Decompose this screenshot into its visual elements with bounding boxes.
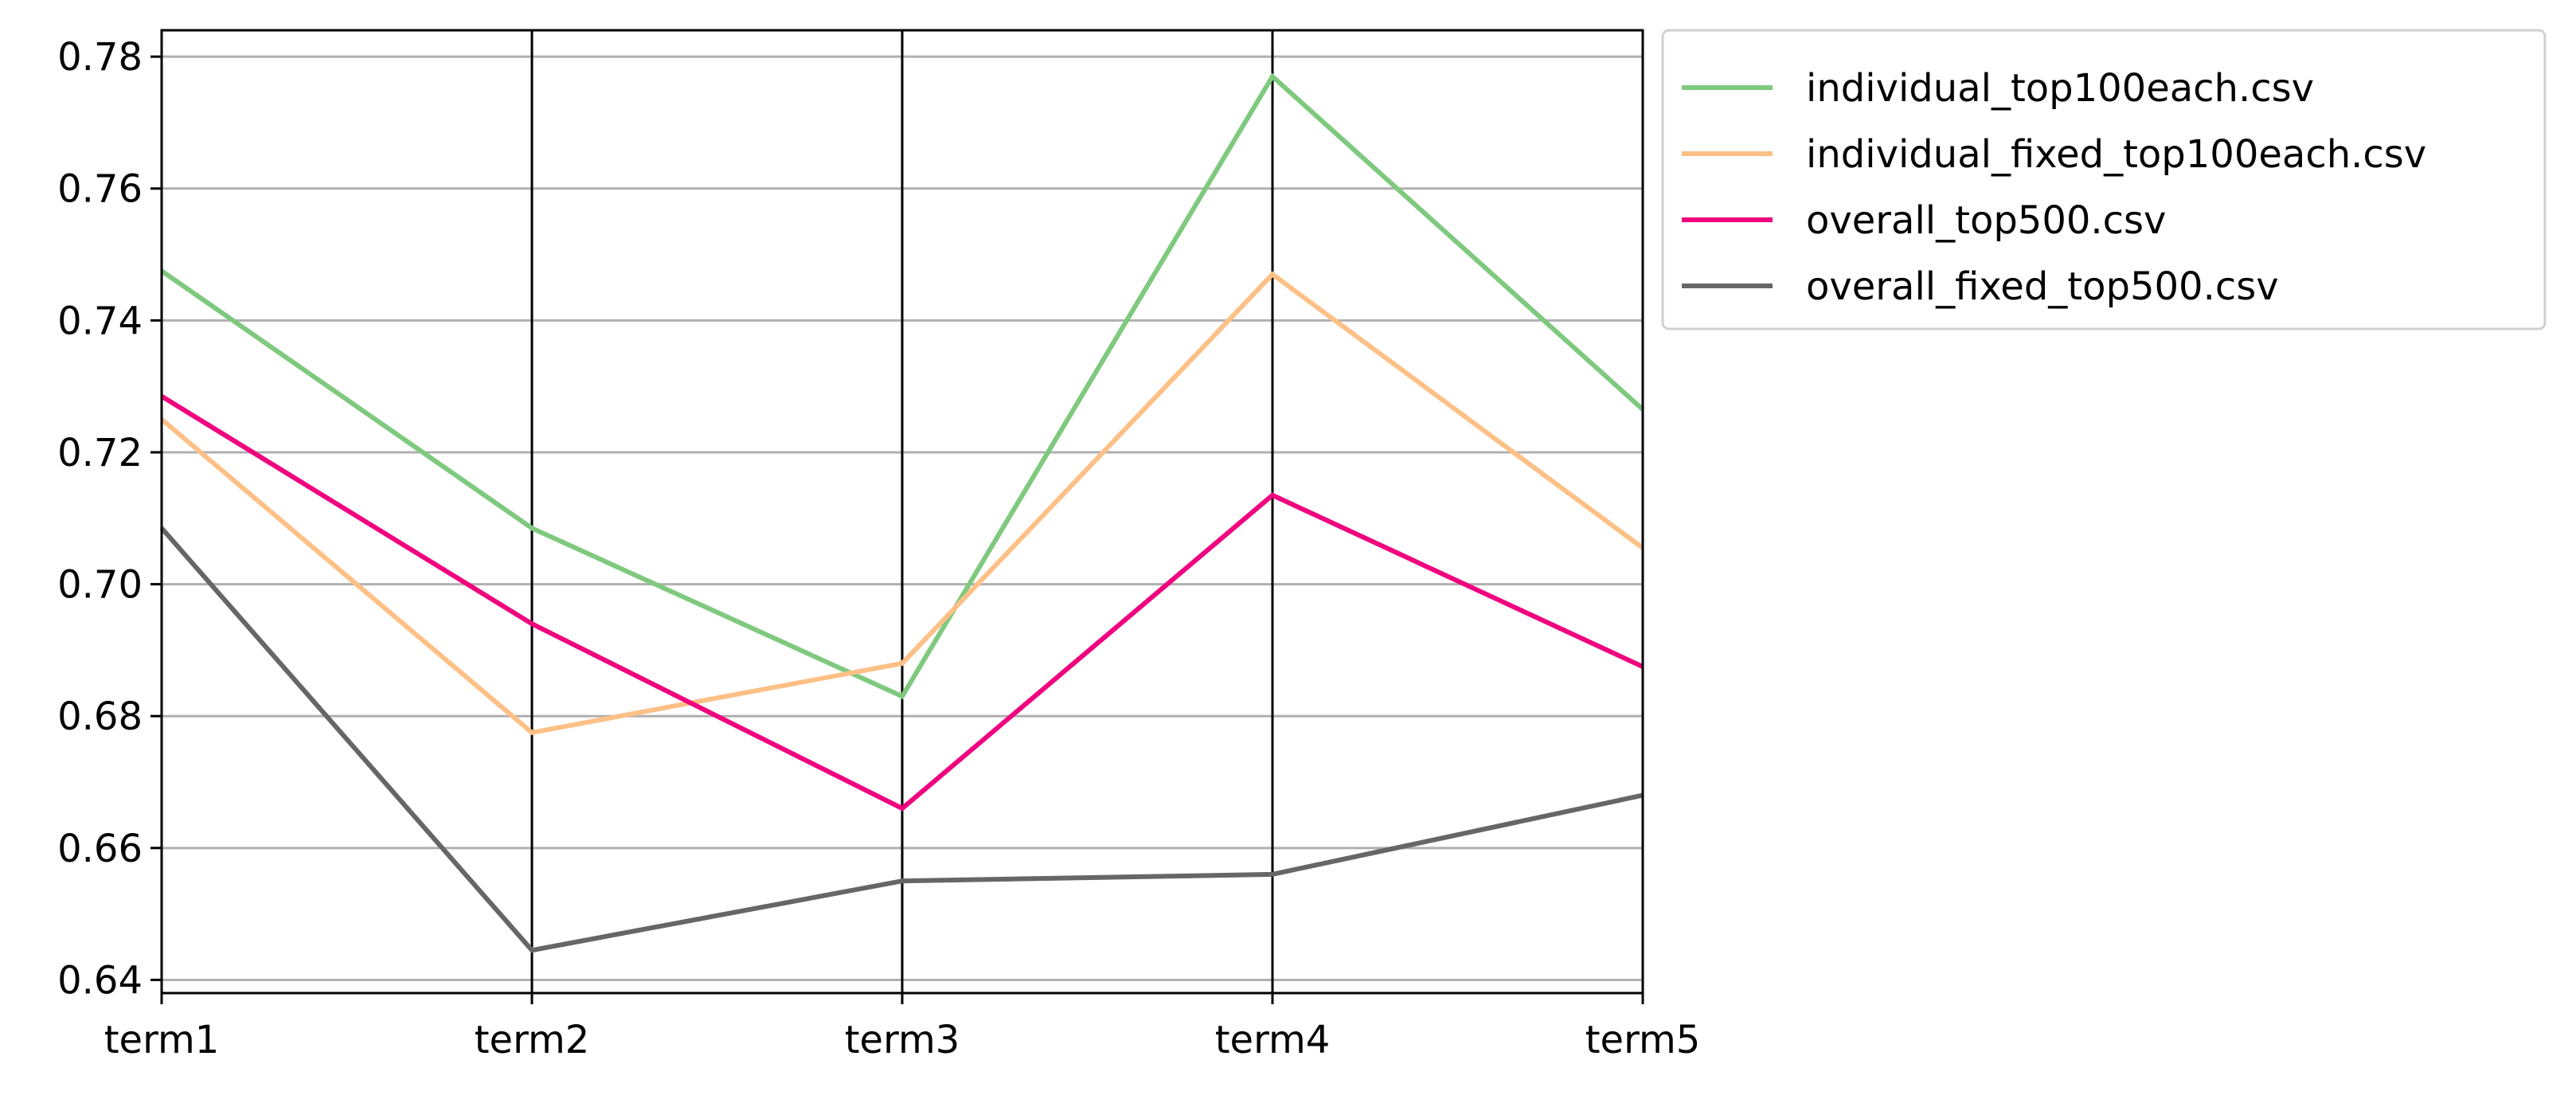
legend-label: overall_top500.csv: [1806, 198, 2166, 243]
x-tick-label: term5: [1585, 1018, 1701, 1062]
series-line-3: [160, 394, 1644, 812]
x-tick-label: term2: [475, 1018, 590, 1062]
y-tick-label: 0.78: [57, 35, 143, 80]
x-tick-label: term1: [104, 1018, 220, 1062]
x-axis-ticks: term1 term2 term3 term4 term5: [104, 993, 1701, 1062]
y-tick-label: 0.74: [57, 299, 143, 343]
y-tick-label: 0.64: [57, 958, 143, 1003]
y-tick-label: 0.68: [57, 694, 143, 739]
series-line-1: [160, 72, 1645, 700]
y-axis-ticks: 0.64 0.66 0.68 0.70 0.72 0.74 0.76 0.78: [57, 35, 162, 1003]
y-tick-label: 0.72: [57, 431, 143, 475]
series-lines: [159, 72, 1645, 953]
series-line-4: [159, 526, 1644, 953]
y-tick-label: 0.76: [57, 167, 143, 212]
y-tick-label: 0.66: [57, 827, 143, 871]
legend-label: individual_fixed_top100each.csv: [1806, 132, 2426, 177]
legend-box: [1661, 29, 2547, 330]
legend: individual_top100each.csv individual_fixe…: [1661, 29, 2547, 330]
y-tick-label: 0.70: [57, 563, 143, 608]
legend-label: individual_top100each.csv: [1806, 66, 2314, 111]
legend-label: overall_fixed_top500.csv: [1806, 264, 2279, 309]
series-line-2: [160, 271, 1644, 736]
x-tick-label: term3: [845, 1018, 960, 1062]
x-tick-label: term4: [1215, 1018, 1331, 1062]
